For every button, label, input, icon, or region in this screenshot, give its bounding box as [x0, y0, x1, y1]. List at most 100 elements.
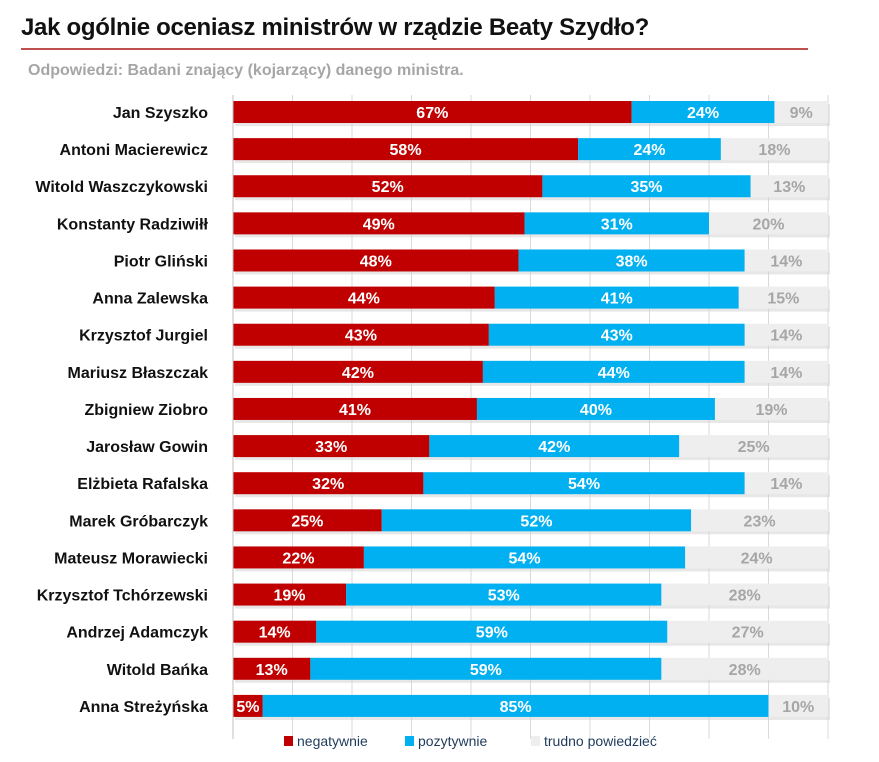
category-label: Antoni Macierewicz — [60, 142, 208, 159]
data-label: 28% — [729, 588, 761, 605]
bar-segment — [720, 138, 828, 161]
data-label: 85% — [500, 699, 532, 716]
bar-segment — [494, 286, 739, 309]
bar-segment — [233, 472, 424, 495]
bar-segment — [518, 249, 745, 272]
data-label: 14% — [770, 476, 802, 493]
bar-segment — [316, 620, 668, 643]
bar-segment — [631, 101, 775, 123]
chart-title: Jak ogólnie oceniasz ministrów w rządzie… — [21, 14, 649, 41]
data-label: 40% — [580, 402, 612, 419]
bar-segment — [233, 101, 632, 123]
bar-segment — [774, 101, 828, 123]
bar-segment — [709, 212, 828, 235]
category-label: Konstanty Radziwiłł — [57, 216, 209, 233]
bar-segment — [768, 694, 828, 717]
bar-segment — [233, 175, 543, 198]
data-label: 27% — [732, 625, 764, 642]
data-label: 35% — [631, 179, 663, 196]
bar-segment — [233, 509, 382, 532]
legend-swatch — [405, 736, 414, 746]
data-label: 20% — [752, 216, 784, 233]
data-label: 43% — [345, 328, 377, 345]
data-label: 14% — [770, 365, 802, 382]
bar-segment — [476, 397, 715, 420]
data-label: 38% — [616, 253, 648, 270]
bar-segment — [685, 546, 828, 569]
bar-segment — [233, 583, 347, 606]
data-label: 18% — [758, 142, 790, 159]
bar-segment — [661, 657, 828, 680]
bar-segment — [429, 435, 680, 458]
category-label: Andrzej Adamczyk — [66, 625, 208, 642]
chart-subtitle: Odpowiedzi: Badani znający (kojarzący) d… — [28, 62, 464, 79]
data-label: 59% — [476, 625, 508, 642]
data-label: 52% — [520, 513, 552, 530]
data-label: 44% — [348, 291, 380, 308]
category-label: Krzysztof Jurgiel — [79, 328, 208, 345]
legend-label: pozytywnie — [418, 733, 487, 749]
data-label: 48% — [360, 253, 392, 270]
data-label: 19% — [755, 402, 787, 419]
category-label: Anna Zalewska — [92, 291, 208, 308]
bar-segment — [744, 360, 828, 383]
data-label: 54% — [568, 476, 600, 493]
bar-segment — [744, 249, 828, 272]
bar-segment — [233, 397, 477, 420]
data-label: 19% — [274, 588, 306, 605]
bar-segment — [233, 546, 364, 569]
legend-swatch — [531, 736, 540, 746]
data-label: 9% — [790, 105, 813, 122]
bar-segment — [667, 620, 828, 643]
bar-segment — [423, 472, 745, 495]
bar-segment — [750, 175, 828, 198]
data-label: 44% — [598, 365, 630, 382]
legend-label: negatywnie — [297, 733, 368, 749]
bar-segment — [578, 138, 721, 161]
bar-segment — [233, 138, 579, 161]
data-label: 58% — [390, 142, 422, 159]
category-label: Jarosław Gowin — [86, 439, 208, 456]
data-label: 5% — [236, 699, 259, 716]
title-underline — [21, 48, 808, 50]
data-label: 14% — [770, 253, 802, 270]
bar-segment — [542, 175, 751, 198]
bar-segment — [661, 583, 828, 606]
data-label: 41% — [601, 291, 633, 308]
category-label: Krzysztof Tchórzewski — [37, 588, 208, 605]
data-label: 23% — [744, 513, 776, 530]
bar-segment — [744, 472, 828, 495]
data-label: 59% — [470, 662, 502, 679]
data-label: 13% — [256, 662, 288, 679]
bar-segment — [233, 620, 317, 643]
category-label: Witold Bańka — [107, 662, 208, 679]
bar-segment — [346, 583, 662, 606]
bar-segment — [363, 546, 686, 569]
data-label: 31% — [601, 216, 633, 233]
legend-swatch — [284, 736, 293, 746]
bar-segment — [233, 249, 519, 272]
category-label: Mariusz Błaszczak — [67, 365, 208, 382]
bar-segment — [233, 435, 430, 458]
data-label: 13% — [773, 179, 805, 196]
bar-segment — [524, 212, 709, 235]
data-label: 28% — [729, 662, 761, 679]
data-label: 14% — [770, 328, 802, 345]
bar-segment — [262, 694, 769, 717]
category-label: Witold Waszczykowski — [35, 179, 208, 196]
bar-segment — [233, 657, 311, 680]
legend-label: trudno powiedzieć — [544, 733, 657, 749]
category-label: Piotr Gliński — [114, 253, 208, 270]
data-label: 22% — [282, 550, 314, 567]
bar-segment — [233, 212, 525, 235]
category-label: Zbigniew Ziobro — [84, 402, 208, 419]
category-label: Jan Szyszko — [113, 105, 208, 122]
data-label: 33% — [315, 439, 347, 456]
bar-segment — [738, 286, 828, 309]
bar-segment — [233, 694, 263, 717]
data-label: 42% — [342, 365, 374, 382]
data-label: 24% — [741, 550, 773, 567]
bar-segment — [233, 323, 489, 346]
category-label: Mateusz Morawiecki — [54, 550, 208, 567]
